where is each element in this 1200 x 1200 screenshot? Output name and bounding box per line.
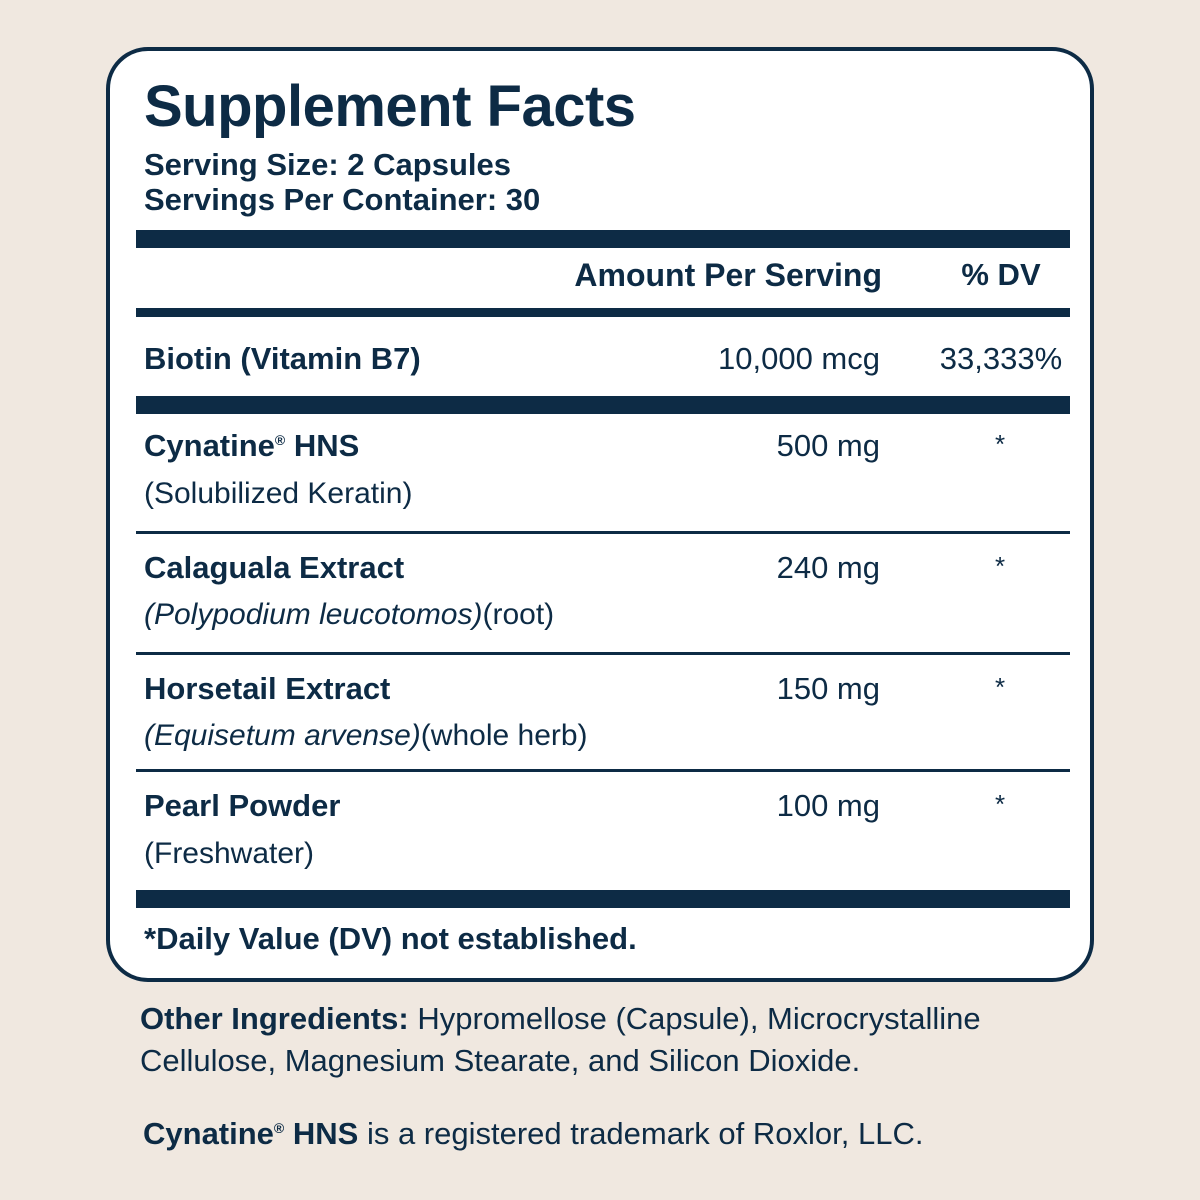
ingredient-sub-calaguala: (Polypodium leucotomos)(root)	[144, 598, 555, 631]
registered-mark: ®	[273, 1120, 285, 1136]
ingredient-sub-cynatine: (Solubilized Keratin)	[144, 477, 413, 510]
ingredient-sub-horsetail: (Equisetum arvense)(whole herb)	[144, 719, 588, 752]
trademark-notice: Cynatine® HNS is a registered trademark …	[143, 1116, 924, 1151]
servings-per-container: Servings Per Container: 30	[144, 182, 541, 217]
dv-calaguala: *	[994, 551, 1006, 581]
amount-horsetail: 150 mg	[776, 671, 880, 706]
thin-divider	[136, 769, 1070, 772]
panel-title: Supplement Facts	[144, 74, 636, 139]
thick-divider	[136, 230, 1070, 248]
trademark-brand: Cynatine	[143, 1116, 274, 1151]
header-dv: % DV	[961, 257, 1041, 292]
registered-mark: ®	[274, 432, 286, 448]
thin-divider	[136, 652, 1070, 655]
ingredient-name-horsetail: Horsetail Extract	[144, 671, 391, 706]
thin-divider	[136, 531, 1070, 534]
other-ingredients-text: Hypromellose (Capsule), Microcrystalline…	[140, 1001, 981, 1078]
dv-biotin: 33,333%	[939, 341, 1063, 376]
other-ingredients: Other Ingredients: Hypromellose (Capsule…	[140, 998, 1100, 1082]
amount-cynatine: 500 mg	[776, 428, 880, 463]
dv-footnote: *Daily Value (DV) not established.	[144, 921, 637, 956]
ingredient-name-calaguala: Calaguala Extract	[144, 550, 405, 585]
header-amount-per-serving: Amount Per Serving	[574, 257, 882, 293]
dv-horsetail: *	[994, 672, 1006, 702]
supplement-facts-panel: Supplement Facts Serving Size: 2 Capsule…	[106, 47, 1094, 982]
dv-pearl: *	[994, 789, 1006, 819]
amount-biotin: 10,000 mcg	[718, 341, 880, 376]
ingredient-name-cynatine: Cynatine® HNS	[144, 428, 360, 463]
amount-pearl: 100 mg	[776, 788, 880, 823]
thick-divider	[136, 890, 1070, 908]
medium-divider	[136, 308, 1070, 317]
other-ingredients-label: Other Ingredients:	[140, 1001, 409, 1036]
ingredient-name-pearl: Pearl Powder	[144, 788, 341, 823]
ingredient-name-biotin: Biotin (Vitamin B7)	[144, 341, 421, 376]
ingredient-sub-pearl: (Freshwater)	[144, 837, 315, 870]
serving-size: Serving Size: 2 Capsules	[144, 147, 511, 182]
trademark-text: is a registered trademark of Roxlor, LLC…	[358, 1116, 924, 1151]
dv-cynatine: *	[994, 429, 1006, 459]
thick-divider	[136, 396, 1070, 414]
amount-calaguala: 240 mg	[776, 550, 880, 585]
